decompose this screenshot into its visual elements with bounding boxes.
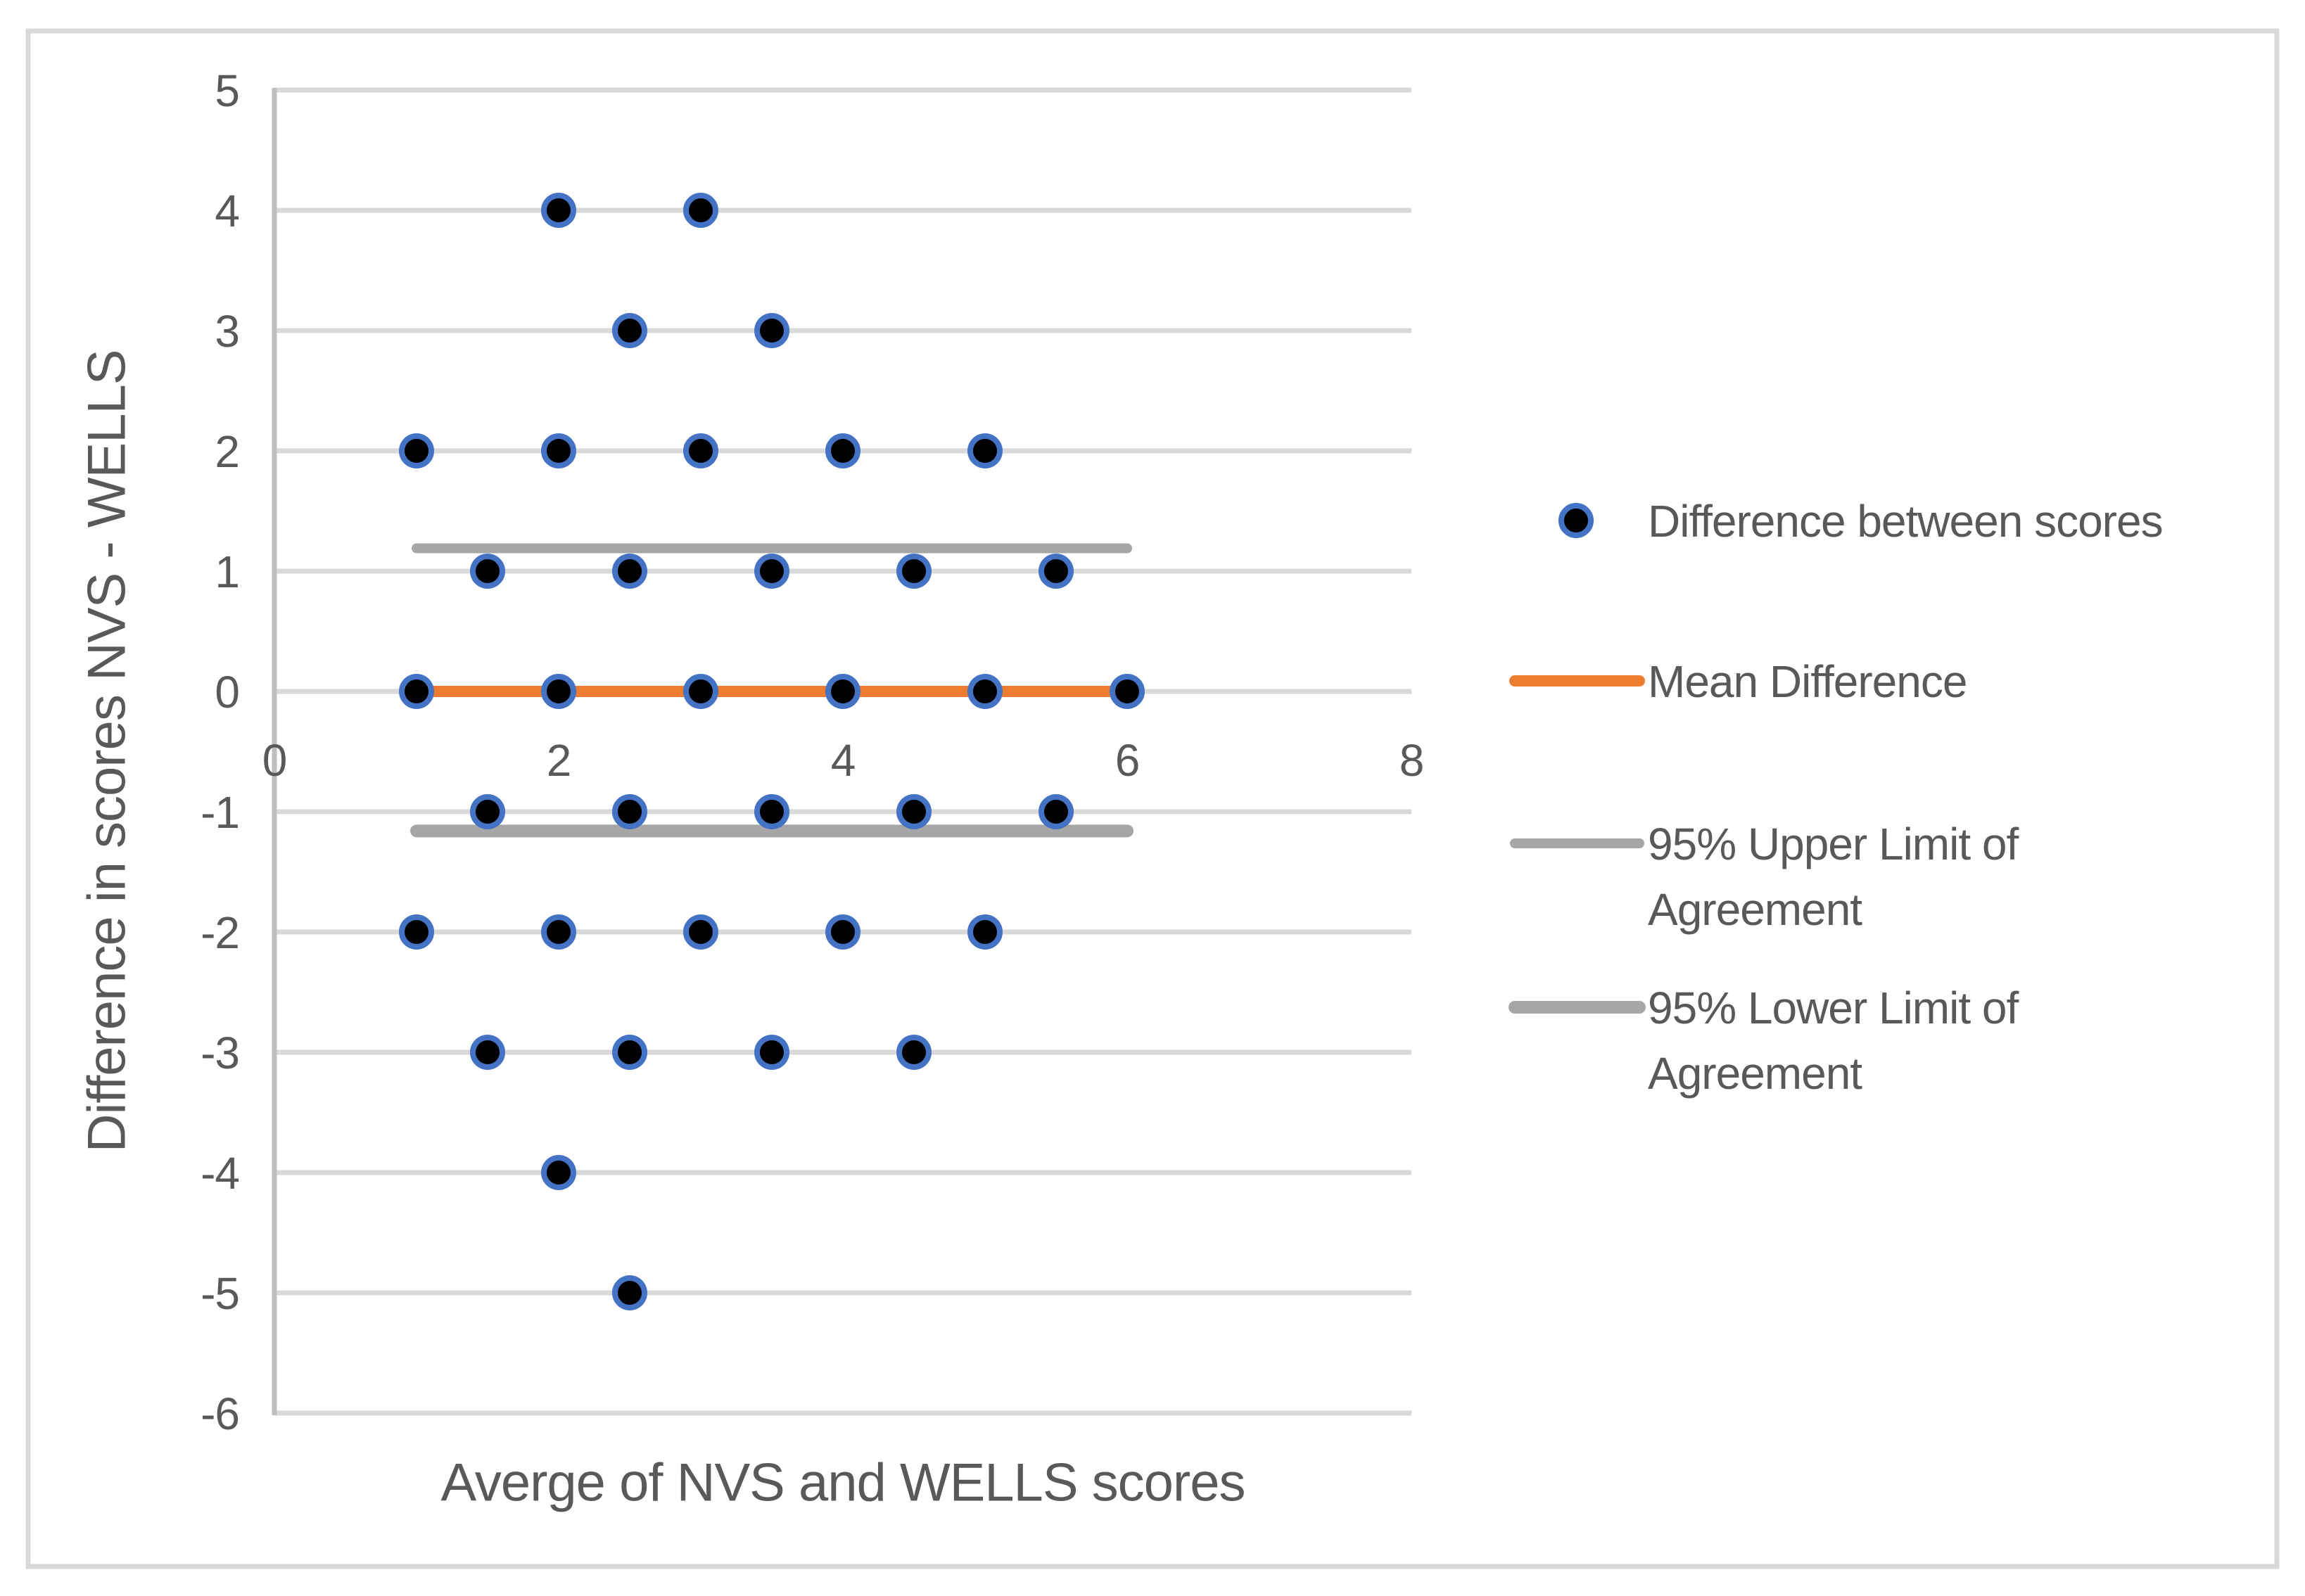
data-point — [896, 1035, 932, 1070]
legend-item-95-lower-limit-of-agreement: 95% Lower Limit of Agreement — [1509, 983, 2019, 1099]
legend-label: 95% Lower Limit of — [1648, 983, 2019, 1033]
x-tick-labels: 0 2 4 6 8 — [262, 735, 1425, 786]
data-point — [967, 674, 1003, 709]
data-point — [1110, 674, 1145, 709]
data-point — [967, 914, 1003, 950]
data-point — [612, 794, 647, 829]
y-tick-label-5: 5 — [215, 65, 239, 116]
data-point — [612, 313, 647, 348]
x-tick-label-6: 6 — [1115, 735, 1140, 786]
x-tick-label-8: 8 — [1399, 735, 1424, 786]
legend-item-95-upper-limit-of-agreement: 95% Upper Limit of Agreement — [1510, 819, 2019, 935]
data-point — [967, 433, 1003, 468]
legend: Difference between scores Mean Difference… — [1509, 496, 2164, 1099]
data-point — [541, 1155, 576, 1190]
data-point — [541, 433, 576, 468]
data-point — [541, 914, 576, 950]
data-point — [683, 914, 718, 950]
data-point — [612, 1035, 647, 1070]
y-tick-label-3: 3 — [215, 306, 239, 357]
x-tick-label-2: 2 — [547, 735, 571, 786]
data-point — [683, 674, 718, 709]
data-point — [399, 914, 434, 950]
legend-marker-icon — [1558, 503, 1594, 538]
data-point — [754, 794, 789, 829]
y-tick-label-1: 1 — [215, 547, 239, 597]
legend-label: Agreement — [1648, 884, 1862, 935]
data-point — [896, 794, 932, 829]
y-tick-label--5: -5 — [201, 1268, 239, 1319]
data-point — [683, 193, 718, 228]
y-axis-title: Difference in scores NVS - WELLS — [77, 350, 137, 1153]
x-axis-title: Averge of NVS and WELLS scores — [440, 1453, 1246, 1513]
data-point — [825, 674, 861, 709]
legend-label: Difference between scores — [1648, 496, 2163, 547]
data-point — [541, 193, 576, 228]
data-point — [896, 554, 932, 589]
data-point — [612, 554, 647, 589]
x-tick-label-4: 4 — [831, 735, 856, 786]
data-point — [541, 674, 576, 709]
y-tick-labels: 5 4 3 2 1 0 -1 -2 -3 -4 -5 -6 — [201, 65, 240, 1439]
data-point — [825, 914, 861, 950]
data-point — [683, 433, 718, 468]
data-point — [399, 433, 434, 468]
chart-border — [25, 28, 2280, 1569]
scatter-points — [399, 193, 1145, 1310]
y-tick-label--1: -1 — [201, 787, 239, 838]
data-point — [1039, 794, 1074, 829]
data-point — [825, 433, 861, 468]
y-tick-label--6: -6 — [201, 1388, 239, 1439]
y-tick-label-0: 0 — [215, 667, 239, 717]
y-tick-label-2: 2 — [215, 426, 239, 477]
data-point — [470, 1035, 505, 1070]
data-point — [754, 1035, 789, 1070]
data-point — [399, 674, 434, 709]
legend-label: Agreement — [1648, 1048, 1862, 1099]
data-point — [1039, 554, 1074, 589]
y-tick-label--2: -2 — [201, 907, 239, 958]
data-point — [754, 554, 789, 589]
y-tick-label--3: -3 — [201, 1028, 239, 1078]
legend-label: 95% Upper Limit of — [1648, 819, 2019, 869]
x-tick-label-0: 0 — [262, 735, 287, 786]
data-point — [754, 313, 789, 348]
data-point — [470, 554, 505, 589]
data-point — [470, 794, 505, 829]
y-tick-label-4: 4 — [215, 186, 239, 236]
legend-item-difference-between-scores: Difference between scores — [1558, 496, 2164, 547]
y-tick-label--4: -4 — [201, 1148, 239, 1199]
data-point — [612, 1275, 647, 1310]
legend-label: Mean Difference — [1648, 656, 1967, 707]
legend-item-mean-difference: Mean Difference — [1509, 656, 1967, 707]
